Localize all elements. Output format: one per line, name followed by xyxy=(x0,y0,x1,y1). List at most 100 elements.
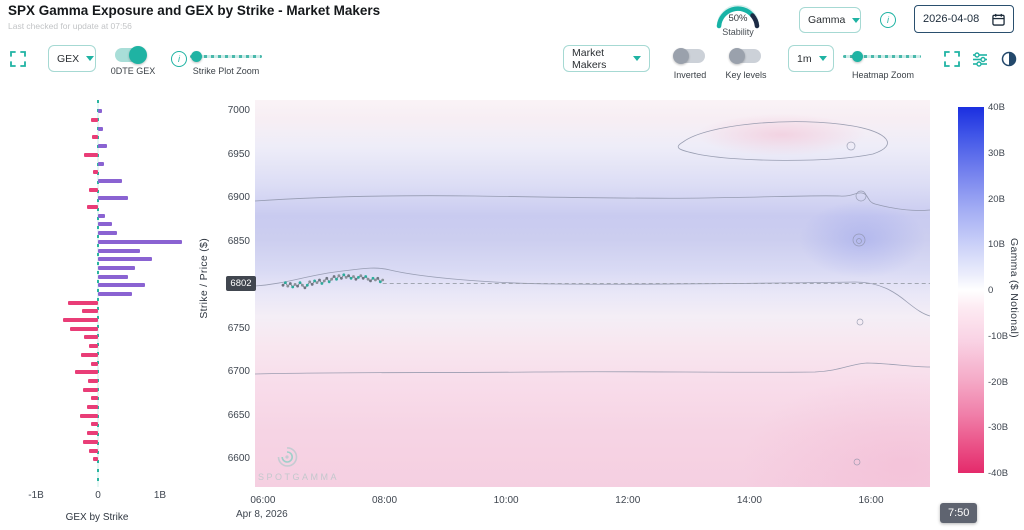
price-candle-marker xyxy=(340,276,343,280)
gex-bar xyxy=(80,413,98,418)
odte-gex-label: 0DTE GEX xyxy=(110,66,156,76)
price-candle-marker xyxy=(320,282,324,285)
y-axis-tick-label: 6900 xyxy=(227,192,250,204)
gex-bar xyxy=(93,170,98,175)
dealer-model-value: Market Makers xyxy=(572,46,607,71)
gex-bar xyxy=(98,144,107,149)
price-candle-marker xyxy=(332,275,336,278)
gamma-contour-blob-small xyxy=(856,238,862,244)
price-candle-marker xyxy=(330,277,333,281)
price-candle-marker xyxy=(301,283,304,287)
gex-bar xyxy=(88,378,98,383)
gex-bar xyxy=(98,178,123,183)
x-axis-tick-label: 16:00 xyxy=(858,495,884,506)
toggle-knob xyxy=(729,48,745,64)
interval-value: 1m xyxy=(797,52,812,65)
date-picker[interactable]: 2026-04-08 xyxy=(914,5,1014,33)
gex-bar xyxy=(80,352,98,357)
strike-zoom-slider-track[interactable] xyxy=(190,55,262,58)
y-axis-title: Strike / Price ($) xyxy=(198,238,210,319)
price-candle-marker xyxy=(354,277,358,281)
gex-bar xyxy=(98,126,103,131)
gex-bar xyxy=(88,187,98,192)
price-candle-marker xyxy=(376,276,380,280)
key-levels-toggle[interactable] xyxy=(729,48,761,64)
price-candle-marker xyxy=(296,284,299,288)
gex-bar xyxy=(86,431,98,436)
price-candle-marker xyxy=(381,278,385,282)
gex-by-strike-chart[interactable] xyxy=(35,100,185,487)
gamma-contour-6700 xyxy=(255,362,930,375)
settings-sliders-icon[interactable] xyxy=(972,51,988,72)
price-candle-marker xyxy=(361,276,365,280)
metric-info-icon[interactable]: i xyxy=(880,12,896,28)
gex-bar xyxy=(88,344,98,349)
toggle-knob xyxy=(673,48,689,64)
gex-bar xyxy=(98,239,182,244)
dealer-model-select[interactable]: Market Makers xyxy=(563,45,650,72)
gex-bar xyxy=(68,300,98,305)
price-candle-marker xyxy=(374,278,377,282)
inverted-toggle[interactable] xyxy=(673,48,705,64)
gex-chart-title: GEX by Strike xyxy=(65,512,129,523)
y-axis-tick-label: 6700 xyxy=(227,366,250,378)
gex-bar xyxy=(70,326,98,331)
gamma-contour-blob xyxy=(677,121,888,161)
fullscreen-icon[interactable] xyxy=(944,51,960,72)
x-axis-tick-label: 06:00 xyxy=(250,495,276,506)
gex-bar xyxy=(98,248,141,253)
gex-bar xyxy=(98,222,112,227)
price-candle-marker xyxy=(281,283,285,287)
x-axis-tick-label: 12:00 xyxy=(615,495,641,506)
stability-gauge-arc xyxy=(716,4,760,29)
gex-bar xyxy=(86,205,98,209)
heatmap-zoom-slider-track[interactable] xyxy=(843,55,921,58)
price-candle-marker xyxy=(347,274,350,278)
gex-bar xyxy=(86,405,98,409)
gamma-contour-6800 xyxy=(255,267,930,317)
calendar-icon xyxy=(992,13,1005,26)
gex-x-tick-label: 1B xyxy=(153,490,167,501)
price-candle-marker xyxy=(325,276,329,280)
stability-gauge xyxy=(714,1,762,39)
gex-bar xyxy=(98,109,102,114)
price-candle-marker xyxy=(357,276,360,279)
price-candle-marker xyxy=(366,277,370,281)
stability-label: Stability xyxy=(722,27,754,37)
price-candle-marker xyxy=(344,276,348,279)
x-axis-tick-label: 14:00 xyxy=(736,495,762,506)
metric-select[interactable]: Gamma xyxy=(799,7,861,33)
heatmap-zoom-slider-knob[interactable] xyxy=(852,51,863,62)
chevron-down-icon xyxy=(818,56,827,61)
gex-bar xyxy=(98,274,128,279)
gex-bar xyxy=(98,161,105,166)
price-candle-marker xyxy=(322,279,326,283)
price-candle-marker xyxy=(369,279,372,283)
expand-chart-icon[interactable] xyxy=(10,51,26,72)
stability-value: 50% xyxy=(728,13,748,24)
key-levels-label: Key levels xyxy=(725,70,767,80)
heatmap-zoom-label: Heatmap Zoom xyxy=(851,70,915,80)
theme-contrast-icon[interactable] xyxy=(1001,51,1017,72)
price-candle-marker xyxy=(349,276,353,280)
spotgamma-logo-icon xyxy=(274,444,300,475)
gex-bar xyxy=(83,439,98,444)
y-axis-tick-label: 6950 xyxy=(227,148,250,160)
gex-bar xyxy=(90,422,98,427)
interval-select[interactable]: 1m xyxy=(788,45,834,72)
gex-mode-select[interactable]: GEX xyxy=(48,45,96,72)
page-title: SPX Gamma Exposure and GEX by Strike - M… xyxy=(8,3,381,18)
gamma-heatmap[interactable] xyxy=(255,100,930,487)
colorbar-tick-label: -40B xyxy=(988,468,1009,479)
gex-mode-value: GEX xyxy=(57,52,80,65)
gex-bar xyxy=(98,213,106,218)
price-candle-marker xyxy=(335,277,338,281)
price-candle-marker xyxy=(298,281,302,284)
x-axis-date-label: Apr 8, 2026 xyxy=(236,509,288,520)
gex-bar xyxy=(90,361,98,366)
odte-info-icon[interactable]: i xyxy=(171,51,187,67)
gex-bar xyxy=(98,196,128,201)
odte-gex-toggle[interactable] xyxy=(115,46,147,64)
strike-zoom-slider-knob[interactable] xyxy=(191,51,202,62)
price-candle-marker xyxy=(284,281,287,284)
